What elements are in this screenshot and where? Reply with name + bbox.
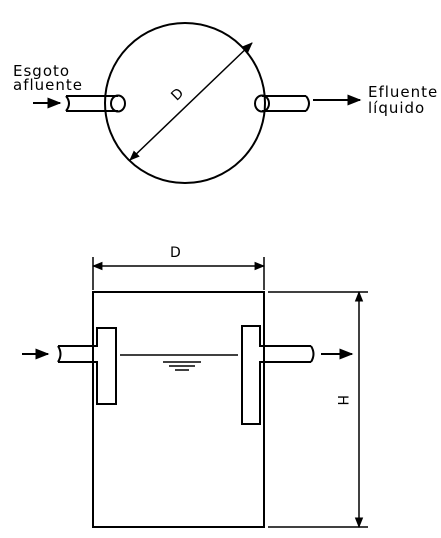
outlet-label-line2: líquido xyxy=(368,99,425,117)
top-view: D Esgoto afluente Efluente líquido xyxy=(13,22,438,184)
outlet-label-line1: Efluente xyxy=(368,83,438,101)
diameter-line xyxy=(129,42,253,161)
width-label: D xyxy=(170,245,181,261)
section-view: D H xyxy=(22,245,368,529)
outlet-tee xyxy=(241,325,315,425)
outlet-pipe xyxy=(254,94,310,113)
water-level-symbol xyxy=(120,354,238,371)
tank-circle xyxy=(104,22,266,184)
tank-walls xyxy=(92,291,265,528)
inlet-tee xyxy=(57,327,117,405)
height-label: H xyxy=(334,395,350,406)
diameter-label: D xyxy=(168,85,187,104)
inlet-pipe xyxy=(65,94,126,113)
inlet-label-line2: afluente xyxy=(13,76,83,94)
inlet-label-line1: Esgoto xyxy=(13,62,70,80)
